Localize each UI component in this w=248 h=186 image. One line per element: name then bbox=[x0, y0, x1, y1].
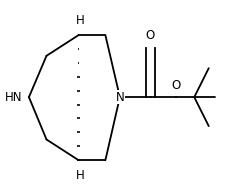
Text: N: N bbox=[116, 91, 124, 104]
Text: O: O bbox=[145, 29, 155, 42]
Text: HN: HN bbox=[5, 91, 23, 104]
Text: H: H bbox=[76, 14, 85, 27]
Text: O: O bbox=[171, 79, 180, 92]
Text: H: H bbox=[76, 169, 85, 182]
